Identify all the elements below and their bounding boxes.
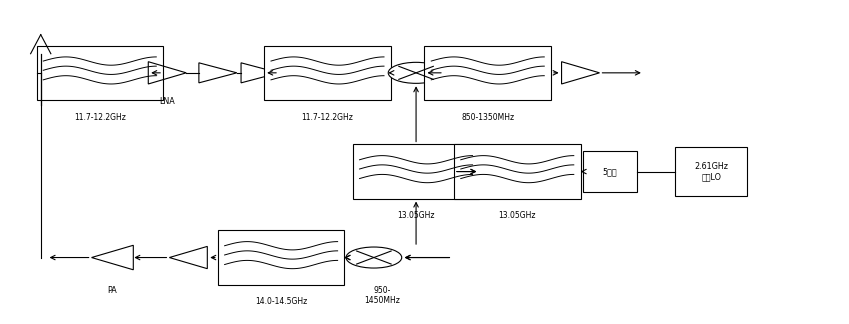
Bar	[264, 46, 391, 100]
Bar	[353, 145, 480, 199]
Text: 11.7-12.2GHz: 11.7-12.2GHz	[301, 113, 353, 122]
Text: 11.7-12.2GHz: 11.7-12.2GHz	[74, 113, 126, 122]
Bar	[37, 46, 163, 100]
Text: 14.0-14.5GHz: 14.0-14.5GHz	[255, 297, 307, 306]
Bar	[582, 151, 638, 192]
Circle shape	[388, 62, 444, 83]
Text: 950-
1450MHz: 950- 1450MHz	[364, 285, 400, 305]
Bar	[454, 145, 581, 199]
Text: 13.05GHz: 13.05GHz	[498, 211, 536, 220]
Text: 2.61GHz
外部LO: 2.61GHz 外部LO	[694, 161, 728, 182]
Text: PA: PA	[108, 286, 117, 295]
Text: 850-1350MHz: 850-1350MHz	[461, 113, 514, 122]
Text: 13.05GHz: 13.05GHz	[397, 211, 435, 220]
Text: 5倍频: 5倍频	[603, 167, 617, 176]
Circle shape	[346, 247, 402, 268]
Bar	[424, 46, 551, 100]
Text: LNA: LNA	[160, 97, 175, 106]
Bar	[218, 230, 345, 284]
Bar	[676, 147, 747, 196]
